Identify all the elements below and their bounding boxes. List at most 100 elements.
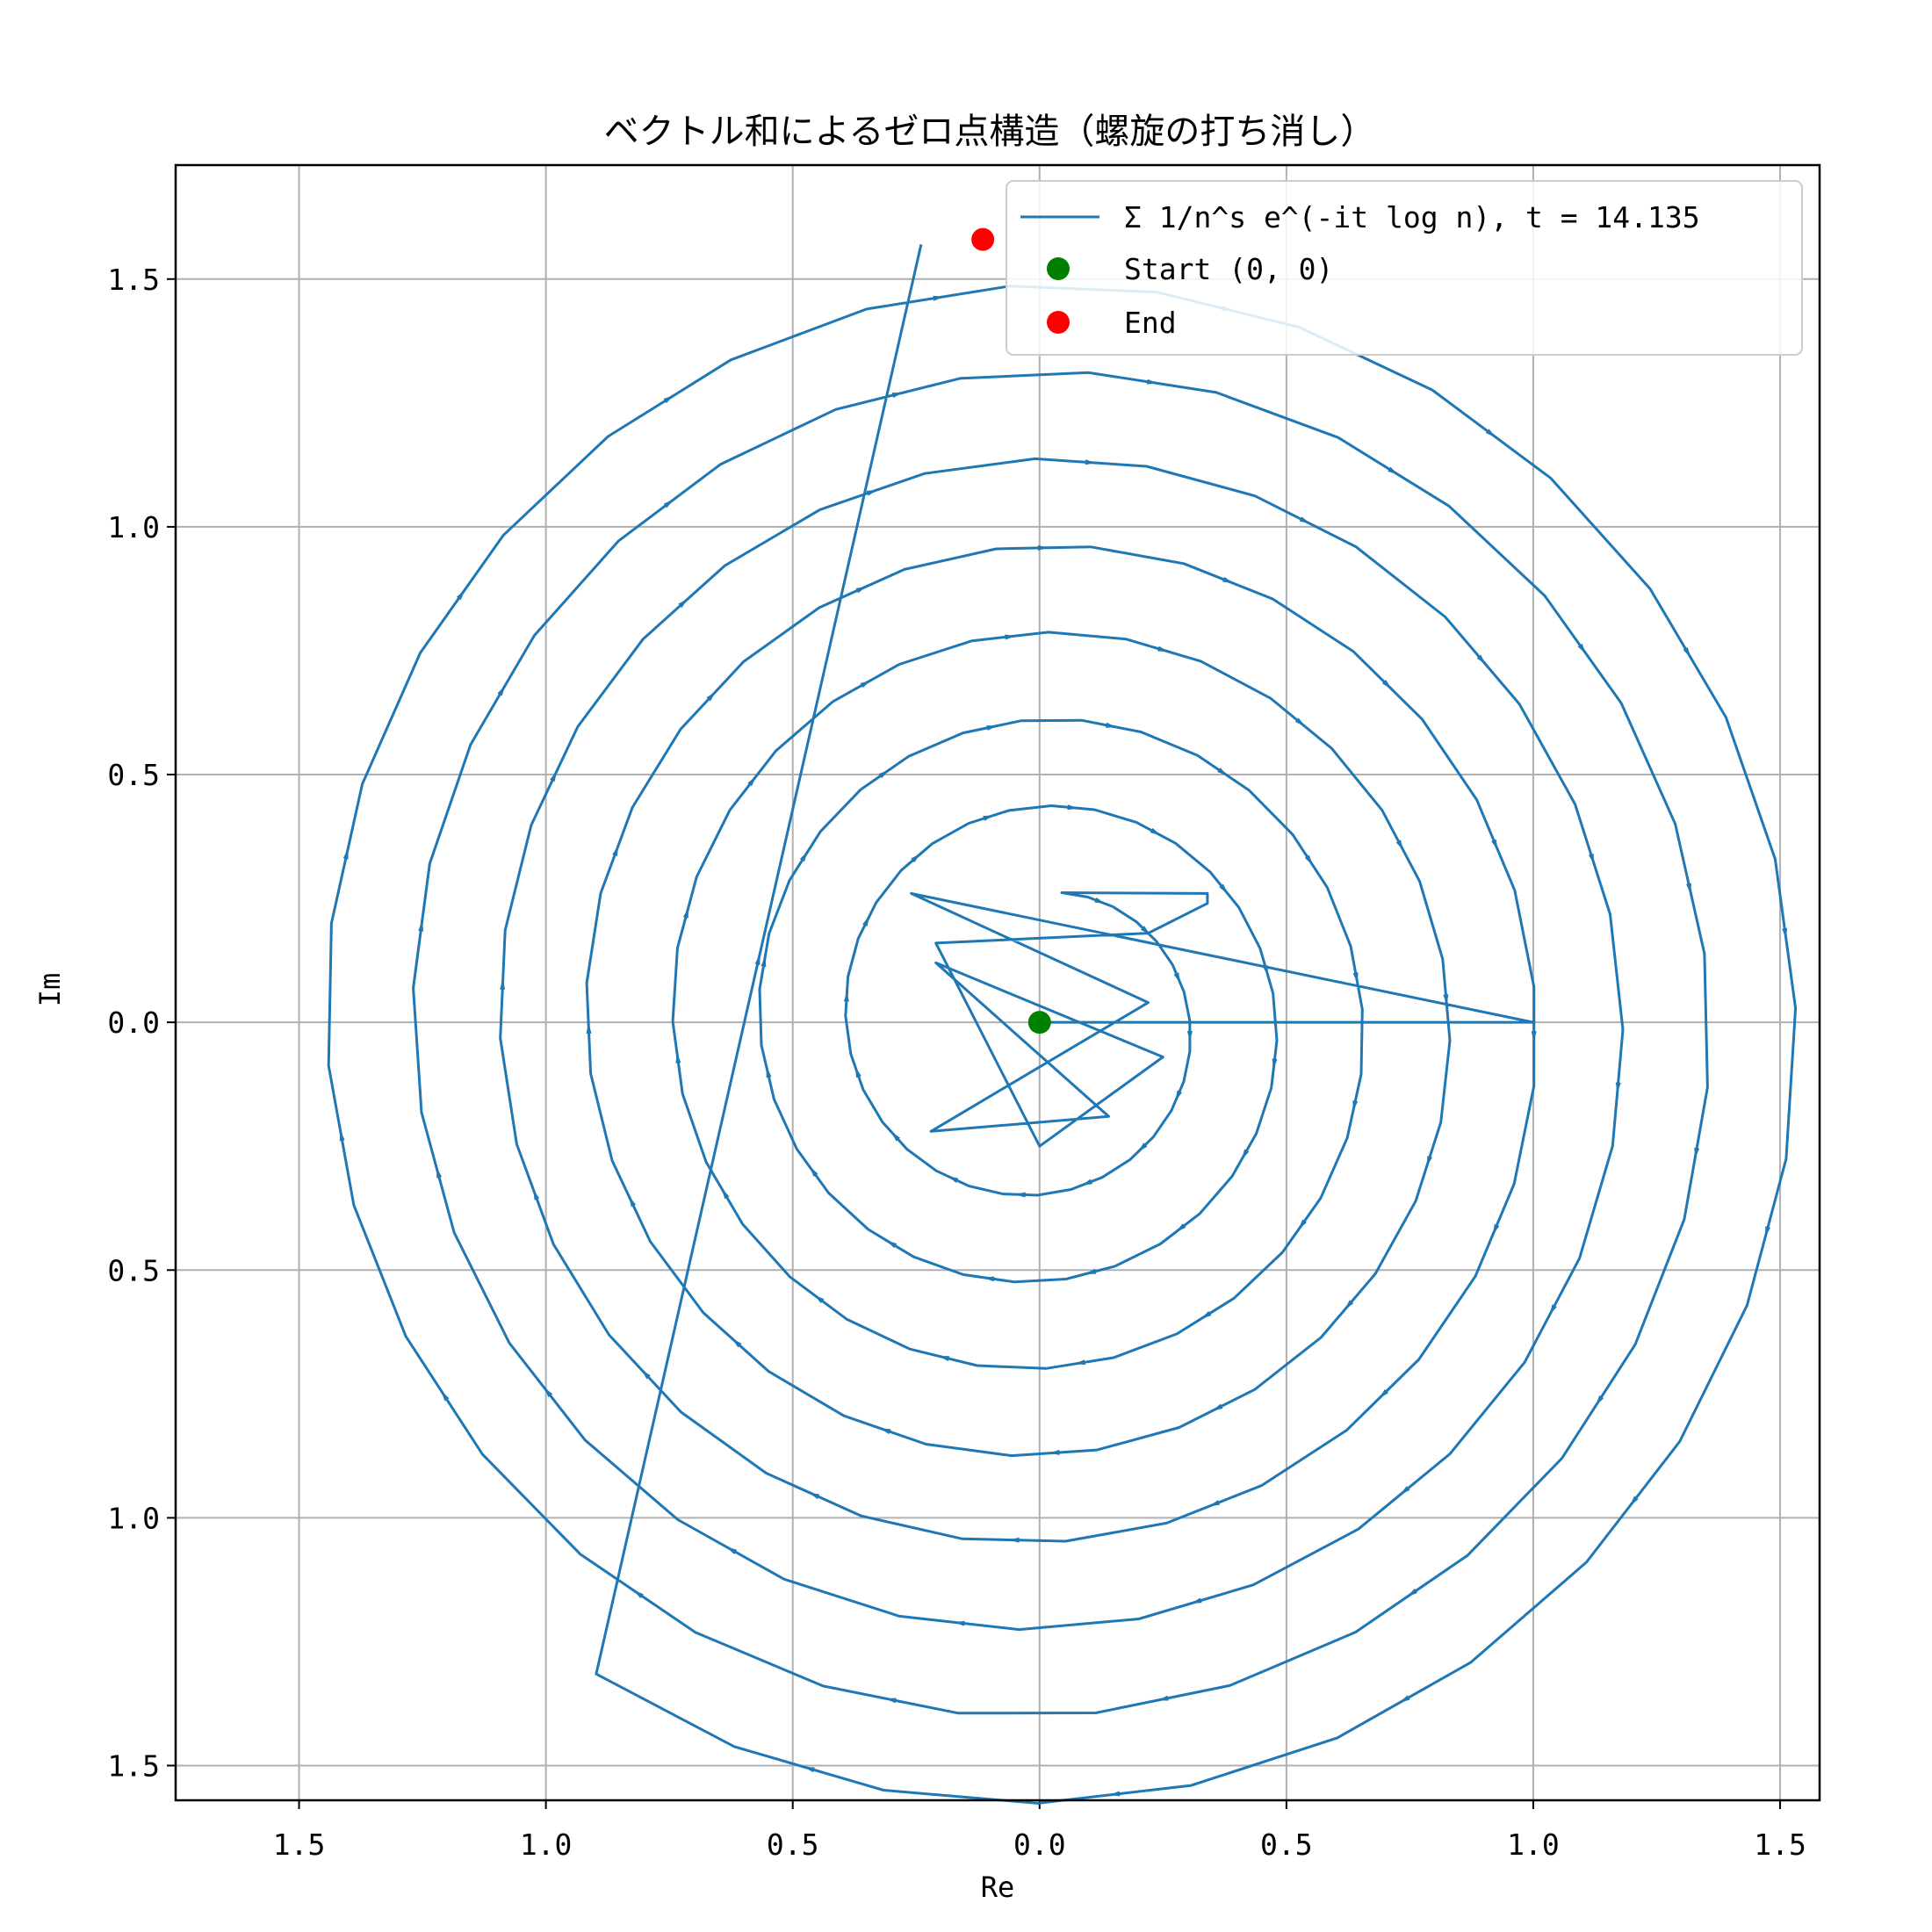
series-arrow (726, 1546, 738, 1554)
series-arrow (891, 393, 904, 398)
series-arrow (1150, 827, 1161, 836)
series-arrow (1262, 964, 1268, 977)
series-arrow (1577, 643, 1586, 654)
series-arrow (1407, 1588, 1418, 1597)
series-arrow (1191, 1597, 1202, 1604)
series-arrow (675, 1052, 681, 1063)
legend-start-marker (1047, 257, 1070, 280)
series-arrow (1200, 1310, 1212, 1319)
series-arrow (880, 1428, 891, 1435)
series-arrow (984, 1276, 995, 1282)
series-arrow (1379, 1388, 1388, 1399)
series-arrow (1186, 1030, 1193, 1042)
series-arrow (633, 1590, 644, 1599)
series-arrow (1105, 722, 1117, 728)
series-arrow (809, 1166, 818, 1178)
x-tick-label: 0.5 (1260, 1827, 1313, 1862)
legend-label-end: End (1124, 306, 1177, 340)
series-arrow (497, 685, 506, 696)
series-arrow (612, 845, 619, 857)
series-arrow (1217, 768, 1228, 776)
series-arrow (1005, 634, 1016, 640)
plot-area (327, 227, 1798, 1805)
series-arrow (1109, 1791, 1121, 1797)
series-arrow (1388, 466, 1399, 475)
series-arrow (843, 991, 849, 1002)
y-axis-label: Im (33, 973, 67, 1007)
series-arrow (1085, 459, 1096, 465)
series-arrow (1443, 994, 1449, 1006)
series-arrow (938, 1356, 950, 1361)
series-arrow (544, 1387, 553, 1398)
axis-ticks: 1.5 1.0 0.5 0.0 0.5 1.0 1.5 1.5 1.0 0.5 0.0 0.5 1.0 1… (107, 263, 1806, 1862)
series-arrow (1140, 926, 1150, 935)
series-arrow (886, 1240, 898, 1249)
series-arrow (1222, 576, 1234, 584)
y-tick-label: 1.0 (107, 510, 160, 544)
series-arrow (1173, 972, 1181, 984)
series-arrow (456, 589, 465, 601)
series-arrow (732, 1338, 742, 1348)
series-line (327, 243, 1798, 1805)
series-arrow (1485, 429, 1496, 437)
series-arrow (862, 915, 870, 926)
x-tick-label: 1.5 (1754, 1827, 1806, 1862)
series-arrow (1074, 1359, 1085, 1366)
series-arrow (1352, 1099, 1359, 1112)
series-arrow (1531, 1031, 1537, 1042)
series-arrow (1298, 1219, 1308, 1230)
series-arrow (1588, 853, 1595, 865)
series-arrow (1549, 1304, 1557, 1316)
series-arrow (1085, 1268, 1097, 1274)
series-arrow (766, 1067, 772, 1078)
series-arrow (1157, 1695, 1169, 1701)
series-arrow (706, 691, 716, 702)
series-arrow (1344, 1300, 1354, 1310)
series-arrow (1176, 1223, 1186, 1232)
series-arrow (1615, 1082, 1621, 1093)
series-arrow (813, 1294, 825, 1304)
x-tick-label: 0.0 (1013, 1827, 1066, 1862)
series-arrow (1146, 378, 1158, 385)
series-arrow (1304, 854, 1313, 866)
series-arrow (885, 1698, 897, 1704)
y-tick-label: 1.5 (107, 263, 160, 297)
series-arrow (1492, 1223, 1500, 1236)
series-arrow (441, 1390, 450, 1402)
series-arrow (1081, 1179, 1092, 1186)
legend-label-start: Start (0, 0) (1124, 252, 1333, 286)
grid (176, 165, 1820, 1800)
series-arrow (1241, 1149, 1250, 1160)
series-arrow (1212, 1403, 1223, 1411)
series-arrow (1272, 1058, 1278, 1070)
series-arrow (1208, 1500, 1221, 1507)
series-arrow (1685, 883, 1691, 894)
y-tick-label: 0.5 (107, 1253, 160, 1287)
series-arrow (954, 1620, 965, 1626)
series-arrow (1008, 1537, 1020, 1543)
series-arrow (890, 1131, 901, 1142)
series-arrow (550, 771, 557, 782)
series-arrow (1157, 645, 1169, 652)
y-tick-label: 0.5 (107, 758, 160, 792)
y-tick-label: 1.0 (107, 1501, 160, 1535)
series-arrow (948, 1176, 959, 1184)
series-arrow (629, 1196, 637, 1208)
series-arrow (761, 955, 767, 968)
series-arrow (1426, 1156, 1433, 1167)
series-arrow (678, 598, 688, 609)
x-axis-label: Re (981, 1871, 1015, 1904)
series-arrow (1381, 680, 1392, 689)
series-arrow (1094, 898, 1106, 905)
x-tick-label: 1.0 (1507, 1827, 1560, 1862)
series-arrow (1782, 927, 1788, 940)
series-arrow (1491, 839, 1498, 850)
series-arrow (1049, 1449, 1060, 1455)
series-arrow (804, 1767, 815, 1773)
series-arrow (854, 1066, 861, 1078)
series-arrow (641, 1369, 651, 1380)
series-arrow (1294, 717, 1306, 727)
series-arrow (1137, 1143, 1148, 1152)
series-arrow (911, 853, 921, 863)
